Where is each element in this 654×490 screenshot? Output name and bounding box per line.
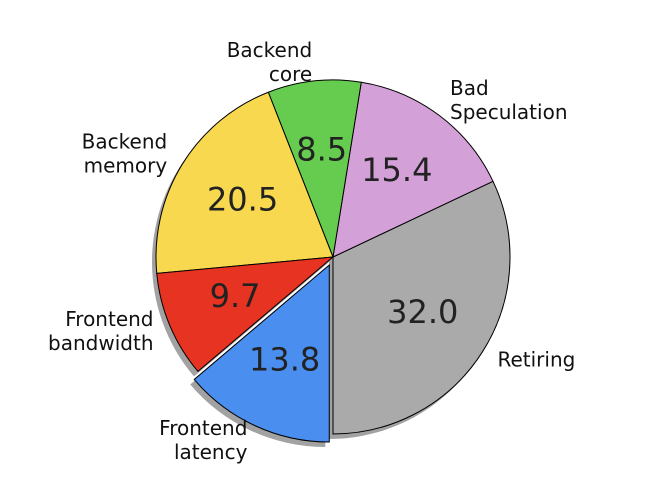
label-line: Bad [450, 76, 489, 100]
wedge [193, 263, 330, 443]
wedge-label: Bad Speculation [450, 76, 568, 124]
label-line: Frontend [159, 416, 247, 440]
wedge [332, 81, 494, 258]
label-line: latency [174, 440, 248, 464]
wedge-label: Frontend latency [159, 416, 247, 464]
value-label: 9.7 [210, 277, 261, 315]
value-label: 13.8 [249, 340, 320, 378]
wedge-label: Backend memory [82, 129, 168, 177]
label-line: Speculation [450, 100, 568, 124]
label-line: bandwidth [48, 331, 153, 355]
value-label: 8.5 [296, 130, 347, 168]
label-line: memory [84, 153, 168, 177]
value-label: 32.0 [387, 293, 458, 331]
label-line: Frontend [65, 307, 153, 331]
label-line: core [269, 62, 312, 86]
wedge [156, 256, 335, 373]
label-line: Retiring [497, 348, 575, 372]
value-label: 20.5 [207, 180, 278, 218]
wedge [267, 79, 362, 259]
wedge [332, 180, 511, 435]
wedge-label: Frontend bandwidth [48, 307, 153, 355]
label-line: Backend [82, 129, 168, 153]
value-label: 15.4 [361, 151, 432, 189]
wedge [155, 91, 334, 274]
wedge-label: Backend core [227, 38, 313, 86]
wedge-label: Retiring [497, 348, 575, 372]
label-line: Backend [227, 38, 313, 62]
